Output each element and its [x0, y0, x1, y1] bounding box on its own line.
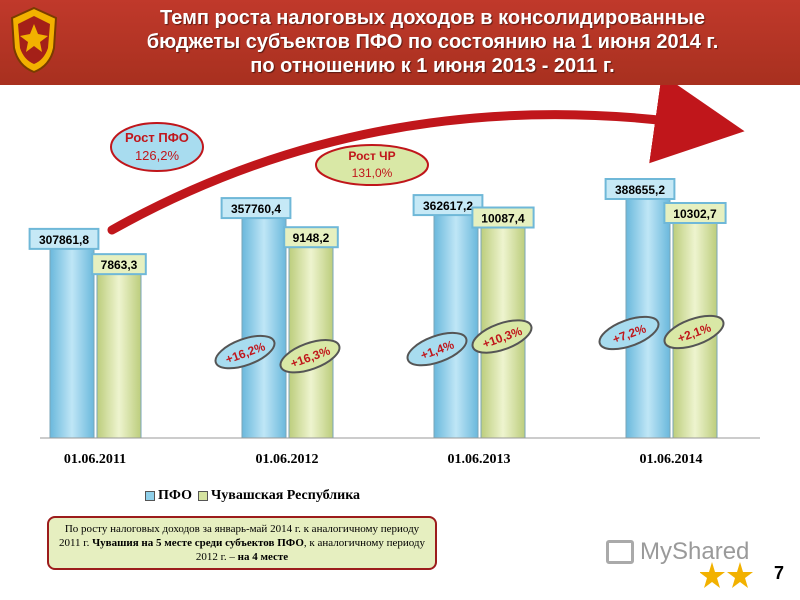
svg-text:388655,2: 388655,2	[615, 183, 665, 197]
legend-label-chr: Чувашская Республика	[210, 488, 361, 503]
legend-swatch-chr	[197, 491, 208, 501]
chr-growth-callout: Рост ЧР 131,0%	[315, 144, 429, 186]
legend-swatch-pfo	[145, 491, 155, 501]
legend-label-pfo: ПФО	[158, 488, 192, 503]
data-label-chr: 7863,3	[91, 253, 147, 276]
svg-text:9148,2: 9148,2	[293, 231, 330, 245]
svg-text:7863,3: 7863,3	[101, 258, 138, 272]
data-label-pfo: 362617,2	[412, 194, 484, 217]
pfo-callout-label: Рост ПФО	[125, 130, 189, 145]
x-tick-label: 01.06.2013	[448, 452, 511, 467]
data-label-pfo: 388655,2	[604, 178, 676, 200]
data-label-pfo: 357760,4	[220, 197, 292, 220]
emblem-icon	[10, 6, 58, 74]
chr-callout-label: Рост ЧР	[348, 149, 395, 163]
growth-badge-pfo: +1,4%	[406, 331, 468, 367]
svg-text:10302,7: 10302,7	[673, 207, 717, 221]
title-line: бюджеты субъектов ПФО по состоянию на 1 …	[146, 31, 719, 53]
note-text: По росту налоговых доходов за январь-май…	[58, 523, 420, 549]
bar-chr	[96, 272, 142, 439]
title-line: по отношению к 1 июня 2013 - 2011 г.	[250, 55, 615, 77]
pfo-growth-callout: Рост ПФО 126,2%	[110, 122, 204, 172]
data-label-chr: 9148,2	[283, 226, 339, 249]
title-banner: Темп роста налоговых доходов в консолиди…	[0, 0, 800, 85]
x-tick-label: 01.06.2012	[256, 452, 319, 467]
title-line: Темп роста налоговых доходов в консолиди…	[160, 7, 705, 29]
chart-legend: ПФО Чувашская Республика	[145, 488, 366, 504]
summary-note: По росту налоговых доходов за январь-май…	[47, 516, 437, 570]
growth-badge-pfo: +16,2%	[214, 334, 276, 370]
trend-arrow	[107, 85, 745, 235]
page-title: Темп роста налоговых доходов в консолиди…	[70, 6, 795, 78]
growth-badge-pfo: +7,2%	[598, 315, 660, 351]
legend-item-chr: Чувашская Республика	[197, 488, 361, 504]
data-label-chr: 10302,7	[663, 202, 727, 224]
svg-text:10087,4: 10087,4	[481, 212, 525, 226]
note-text-bold: Чувашия на 5 месте среди субъектов ПФО	[92, 537, 304, 549]
note-text-bold: на 4 месте	[237, 551, 289, 563]
svg-text:307861,8: 307861,8	[39, 233, 89, 247]
bar-chart: 307861,8 7863,3 01.06.2011 357760,4 9148,2 01…	[28, 85, 760, 467]
bar-pfo	[241, 216, 287, 439]
watermark: MyShared	[606, 538, 749, 566]
growth-badge-chr: +2,1%	[663, 314, 725, 350]
ornament-icon	[700, 562, 753, 588]
x-tick-label: 01.06.2011	[64, 452, 126, 467]
bar-pfo	[433, 213, 479, 439]
pfo-callout-value: 126,2%	[135, 148, 180, 163]
data-label-pfo: 307861,8	[28, 227, 100, 250]
x-tick-label: 01.06.2014	[640, 452, 703, 467]
watermark-text: MyShared	[640, 538, 750, 565]
note-text: , к аналогичному периоду 2012 г. –	[195, 537, 426, 563]
presentation-icon	[606, 540, 634, 564]
legend-item-pfo: ПФО	[145, 488, 192, 504]
data-label-chr: 10087,4	[471, 206, 535, 229]
page-number: 7	[774, 563, 785, 583]
bar-pfo	[49, 247, 95, 439]
chr-callout-value: 131,0%	[352, 166, 393, 180]
svg-text:357760,4: 357760,4	[231, 202, 281, 216]
svg-text:362617,2: 362617,2	[423, 199, 473, 213]
